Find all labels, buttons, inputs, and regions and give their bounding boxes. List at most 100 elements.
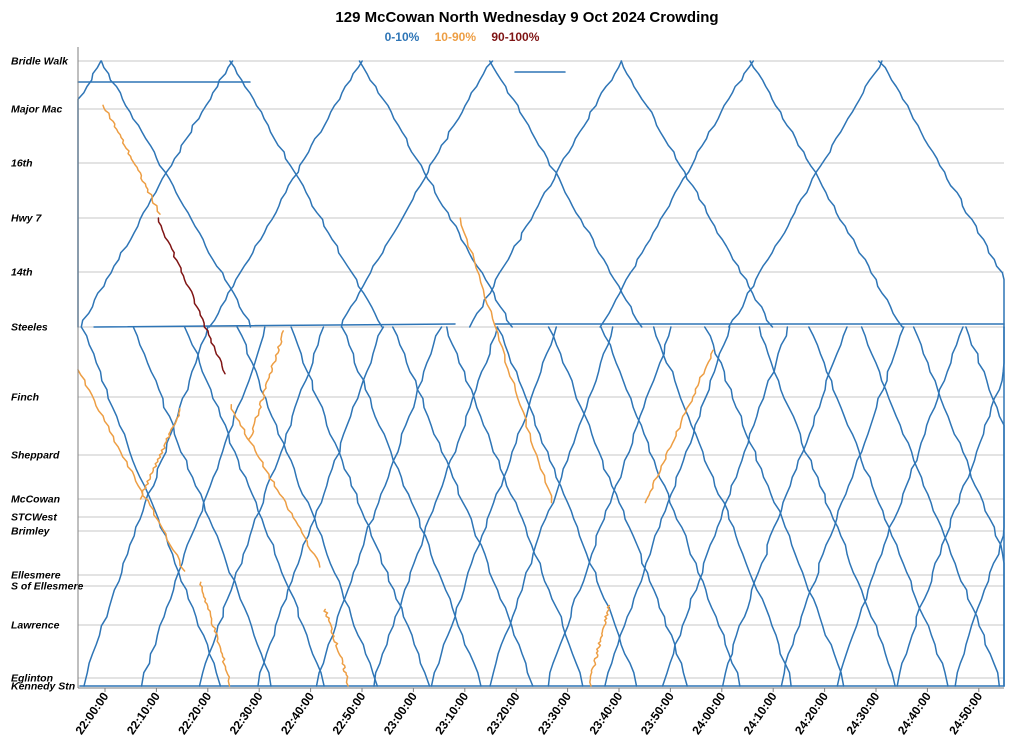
- x-tick-label: 24:00:00: [689, 689, 728, 737]
- trip-nb-7: [489, 326, 614, 687]
- trip-sb-0: [80, 326, 222, 687]
- trip-crowded-6: [459, 217, 553, 504]
- x-tick-label: 24:30:00: [843, 689, 882, 737]
- trip-north-up-4: [468, 60, 623, 328]
- trip-crowded-9: [139, 407, 181, 500]
- trip-sb-8: [496, 326, 638, 687]
- stop-label: Finch: [11, 392, 39, 404]
- stop-label: Steeles: [11, 322, 48, 334]
- trip-nb-6: [430, 326, 558, 687]
- x-tick-label: 23:50:00: [638, 689, 677, 737]
- trip-crowded-3: [199, 581, 231, 687]
- trip-nb-15: [954, 326, 1005, 687]
- trip-north-up-3: [340, 60, 494, 328]
- trip-very-crowded-1: [157, 217, 226, 375]
- stop-label: 14th: [11, 267, 33, 279]
- trip-sb-10: [600, 326, 741, 687]
- x-tick-label: 22:10:00: [124, 689, 163, 737]
- trip-sb-12: [703, 326, 845, 687]
- x-tick-label: 23:30:00: [535, 689, 574, 737]
- x-tick-labels: 22:00:00 22:10:00 22:20:00 22:30:00 22:40:00…: [72, 689, 985, 737]
- x-tick-label: 23:10:00: [432, 689, 471, 737]
- trip-nb-5: [373, 326, 499, 687]
- stop-label: Bridle Walk: [11, 56, 69, 68]
- trip-north-up-0: [77, 60, 102, 328]
- stop-label: Kennedy Stn: [11, 681, 75, 693]
- trip-sb-5: [341, 326, 482, 687]
- x-tick-label: 24:50:00: [946, 689, 985, 737]
- trip-crowded-2: [77, 369, 186, 572]
- stop-label: Lawrence: [11, 620, 60, 632]
- trip-north-up-6: [728, 60, 883, 328]
- x-tick-label: 24:20:00: [792, 689, 831, 737]
- legend-entry-mid: 10-90%: [435, 30, 477, 44]
- trip-nb-1: [140, 326, 266, 687]
- x-tick-label: 23:20:00: [484, 689, 523, 737]
- trip-nb-2: [198, 326, 325, 687]
- trip-nb-3: [257, 326, 385, 687]
- x-tick-label: 22:40:00: [278, 689, 317, 737]
- stop-label: Hwy 7: [11, 213, 43, 225]
- stop-label: McCowan: [11, 494, 60, 506]
- legend-entry-high: 90-100%: [491, 30, 539, 44]
- trip-sb-9: [547, 326, 688, 687]
- stop-label: Sheppard: [11, 450, 60, 462]
- x-tick-label: 23:40:00: [586, 689, 625, 737]
- trip-crowded-4: [230, 403, 321, 568]
- stop-label: S of Ellesmere: [11, 581, 84, 593]
- trip-north-down-2: [358, 60, 513, 328]
- trip-sb-3: [236, 326, 379, 687]
- x-tick-label: 22:30:00: [227, 689, 266, 737]
- grid-lines: [78, 60, 1004, 687]
- trip-crowded-7: [589, 604, 611, 687]
- x-tick-label: 22:50:00: [329, 689, 368, 737]
- stop-label: STCWest: [11, 512, 57, 524]
- stop-label: Eglinton: [11, 673, 53, 685]
- stop-label: Brimley: [11, 526, 51, 538]
- x-tick-label: 23:00:00: [381, 689, 420, 737]
- trip-nb-4: [315, 326, 443, 687]
- layover-steeles-1: [93, 323, 456, 328]
- stop-label: 16th: [11, 158, 33, 170]
- trip-north-down-5: [749, 60, 904, 328]
- trip-nb-13: [836, 326, 964, 687]
- axes: [77, 47, 1004, 692]
- trip-nb-12: [780, 326, 905, 687]
- trip-nb-8: [547, 326, 672, 687]
- trip-north-down-0: [100, 60, 252, 328]
- trip-crowded-1: [102, 104, 161, 215]
- x-tick-label: 24:40:00: [895, 689, 934, 737]
- trip-nb-9: [604, 326, 731, 687]
- trip-sb-16: [912, 326, 1005, 687]
- chart-title: 129 McCowan North Wednesday 9 Oct 2024 C…: [335, 9, 718, 26]
- trip-sb-4: [290, 326, 431, 687]
- trip-sb-11: [652, 326, 792, 687]
- trip-sb-6: [391, 326, 534, 687]
- trip-nb-10: [661, 326, 789, 687]
- trip-sb-14: [808, 326, 949, 687]
- trip-north-down-6: [877, 60, 1005, 328]
- trip-north-down-1: [229, 60, 383, 328]
- trip-nb-0: [83, 326, 209, 687]
- trip-sb-7: [446, 326, 584, 687]
- stop-label: Major Mac: [11, 104, 63, 116]
- trip-crowded-10: [247, 330, 284, 441]
- trip-north-down-3: [488, 60, 643, 328]
- trip-crowded-8: [644, 349, 714, 504]
- legend: 0-10% 10-90% 90-100%: [385, 30, 540, 44]
- x-tick-label: 22:00:00: [72, 689, 111, 737]
- trip-crowded-5: [323, 608, 349, 687]
- trip-sb-17: [965, 326, 1005, 687]
- trip-sb-15: [860, 326, 1001, 687]
- trip-sb-1: [132, 326, 272, 687]
- x-tick-label: 24:10:00: [741, 689, 780, 737]
- bus-trips: [77, 60, 1005, 687]
- legend-entry-low: 0-10%: [385, 30, 420, 44]
- trip-north-up-2: [208, 60, 363, 328]
- trip-nb-14: [896, 326, 1005, 687]
- trip-nb-11: [721, 326, 848, 687]
- trip-north-down-4: [620, 60, 774, 328]
- trip-north-up-5: [599, 60, 755, 328]
- trip-sb-2: [183, 326, 325, 687]
